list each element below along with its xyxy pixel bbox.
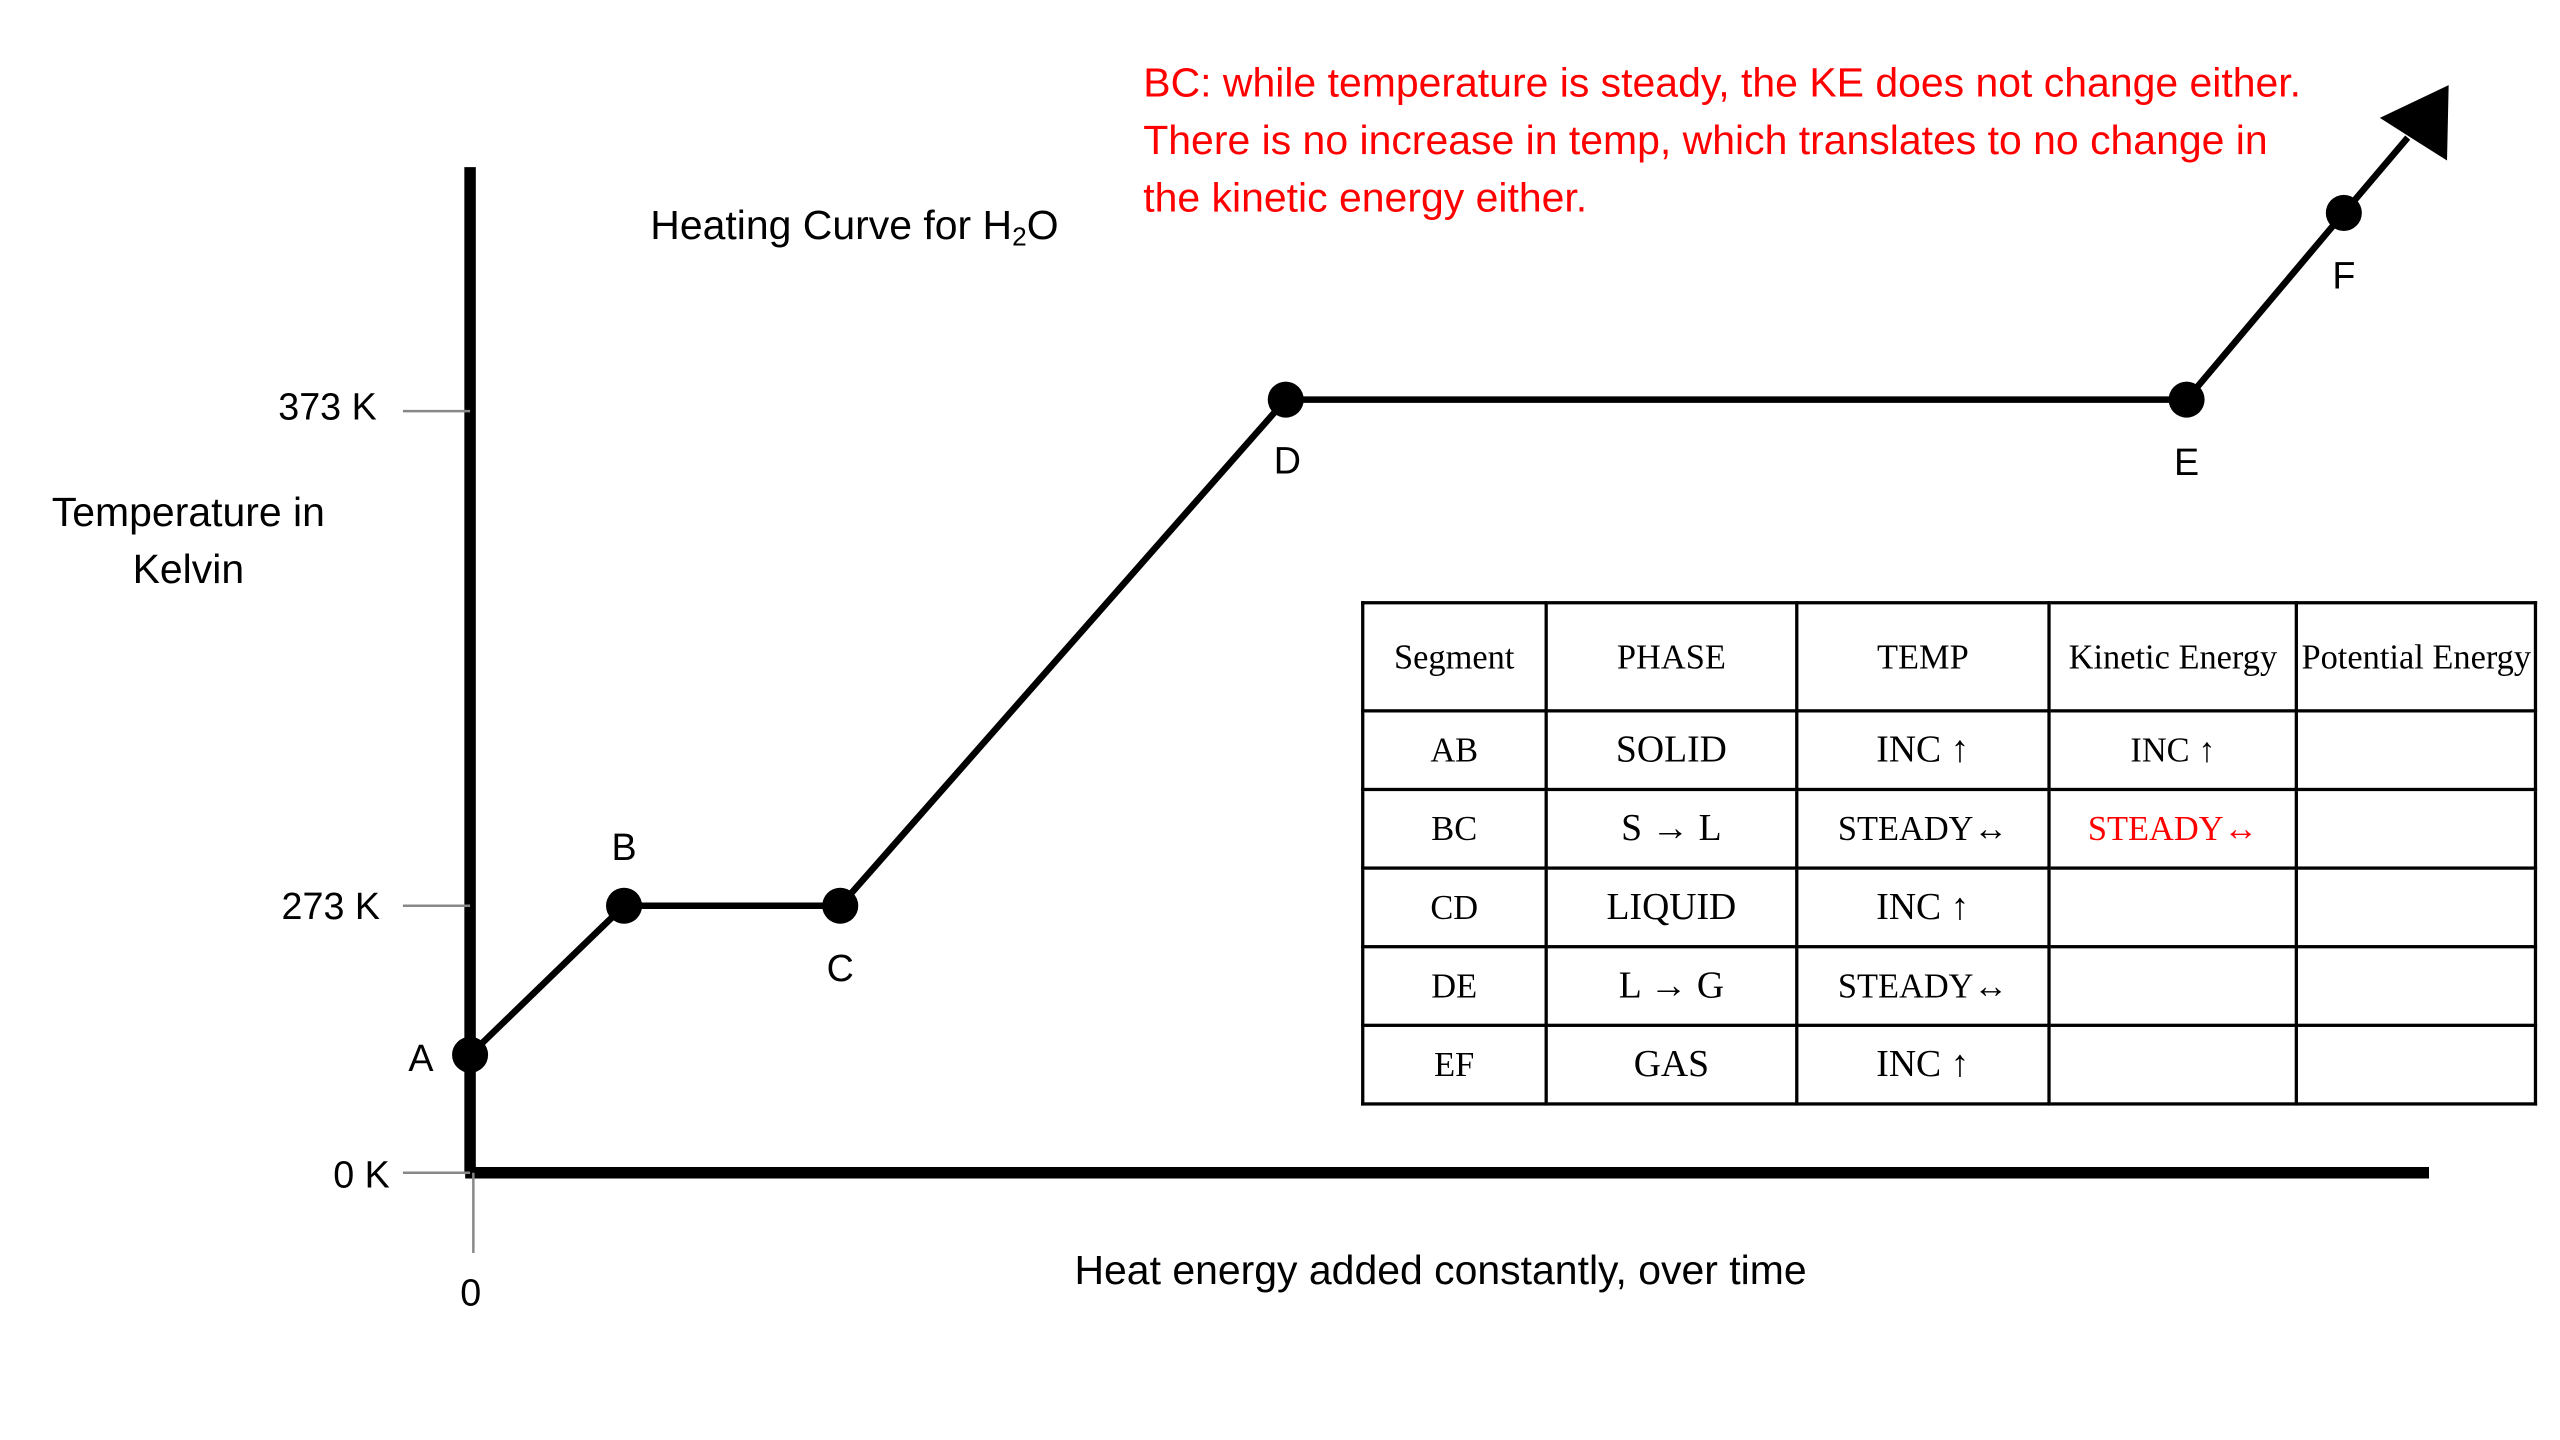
table-row: AB SOLID INC ↑ INC ↑ <box>1361 709 2538 792</box>
table-row: EF GAS INC ↑ <box>1361 1023 2538 1106</box>
cell-segment: BC <box>1361 787 1548 870</box>
cell-kinetic-energy: STEADY↔ <box>2047 787 2299 870</box>
point-f-label: F <box>2332 253 2356 297</box>
cell-kinetic-energy <box>2047 1023 2299 1106</box>
cell-phase: LIQUID <box>1544 866 1799 949</box>
point-a-label: A <box>408 1036 434 1080</box>
cell-phase: GAS <box>1544 1023 1799 1106</box>
cell-phase: SOLID <box>1544 709 1799 792</box>
point-b-label: B <box>611 825 637 869</box>
y-tick-label-373: 373 K <box>278 384 377 428</box>
cell-kinetic-energy: INC ↑ <box>2047 709 2299 792</box>
header-temp: TEMP <box>1795 601 2051 713</box>
cell-kinetic-energy <box>2047 945 2299 1027</box>
cell-temp: INC ↑ <box>1795 709 2051 792</box>
y-tick-label-0: 0 K <box>333 1153 390 1196</box>
cell-potential-energy <box>2295 787 2538 870</box>
header-kinetic-energy: Kinetic Energy <box>2047 601 2299 713</box>
cell-kinetic-energy <box>2047 866 2299 949</box>
point-b-marker <box>606 887 643 924</box>
point-f-marker <box>2325 194 2362 231</box>
x-axis-label: Heat energy added constantly, over time <box>1074 1248 1807 1294</box>
point-e-marker <box>2168 381 2205 418</box>
bc-annotation: BC: while temperature is steady, the KE … <box>1143 60 2302 222</box>
cell-temp: STEADY↔ <box>1795 787 2051 870</box>
table-row: CD LIQUID INC ↑ <box>1361 866 2538 949</box>
cell-segment: EF <box>1361 1023 1548 1106</box>
table-row: DE L → G STEADY↔ <box>1361 945 2538 1027</box>
segment-table: Segment PHASE TEMP Kinetic Energy Potent… <box>1361 601 2538 1106</box>
cell-potential-energy <box>2295 945 2538 1027</box>
cell-segment: CD <box>1361 866 1548 949</box>
y-tick-label-273: 273 K <box>281 884 380 928</box>
cell-phase: L → G <box>1544 945 1799 1027</box>
point-d-label: D <box>1273 438 1302 482</box>
chart-title: Heating Curve for H2O <box>650 203 1059 253</box>
table-header-row: Segment PHASE TEMP Kinetic Energy Potent… <box>1361 601 2538 713</box>
point-d-marker <box>1267 381 1304 418</box>
cell-potential-energy <box>2295 1023 2538 1106</box>
header-potential-energy: Potential Energy <box>2295 601 2538 713</box>
point-e-label: E <box>2174 440 2200 484</box>
point-a-marker <box>452 1036 489 1073</box>
curve-arrowhead-icon <box>2379 85 2449 161</box>
cell-temp: INC ↑ <box>1795 1023 2051 1106</box>
header-phase: PHASE <box>1544 601 1799 713</box>
table-row: BC S → L STEADY↔ STEADY↔ <box>1361 787 2538 870</box>
cell-potential-energy <box>2295 866 2538 949</box>
cell-temp: INC ↑ <box>1795 866 2051 949</box>
cell-phase: S → L <box>1544 787 1799 870</box>
cell-segment: AB <box>1361 709 1548 792</box>
y-axis-label: Temperature in Kelvin <box>51 489 325 593</box>
point-c-label: C <box>826 946 854 990</box>
cell-segment: DE <box>1361 945 1548 1027</box>
point-c-marker <box>822 887 859 924</box>
header-segment: Segment <box>1361 601 1548 713</box>
cell-potential-energy <box>2295 709 2538 792</box>
cell-temp: STEADY↔ <box>1795 945 2051 1027</box>
x-tick-label-0: 0 <box>460 1271 482 1314</box>
